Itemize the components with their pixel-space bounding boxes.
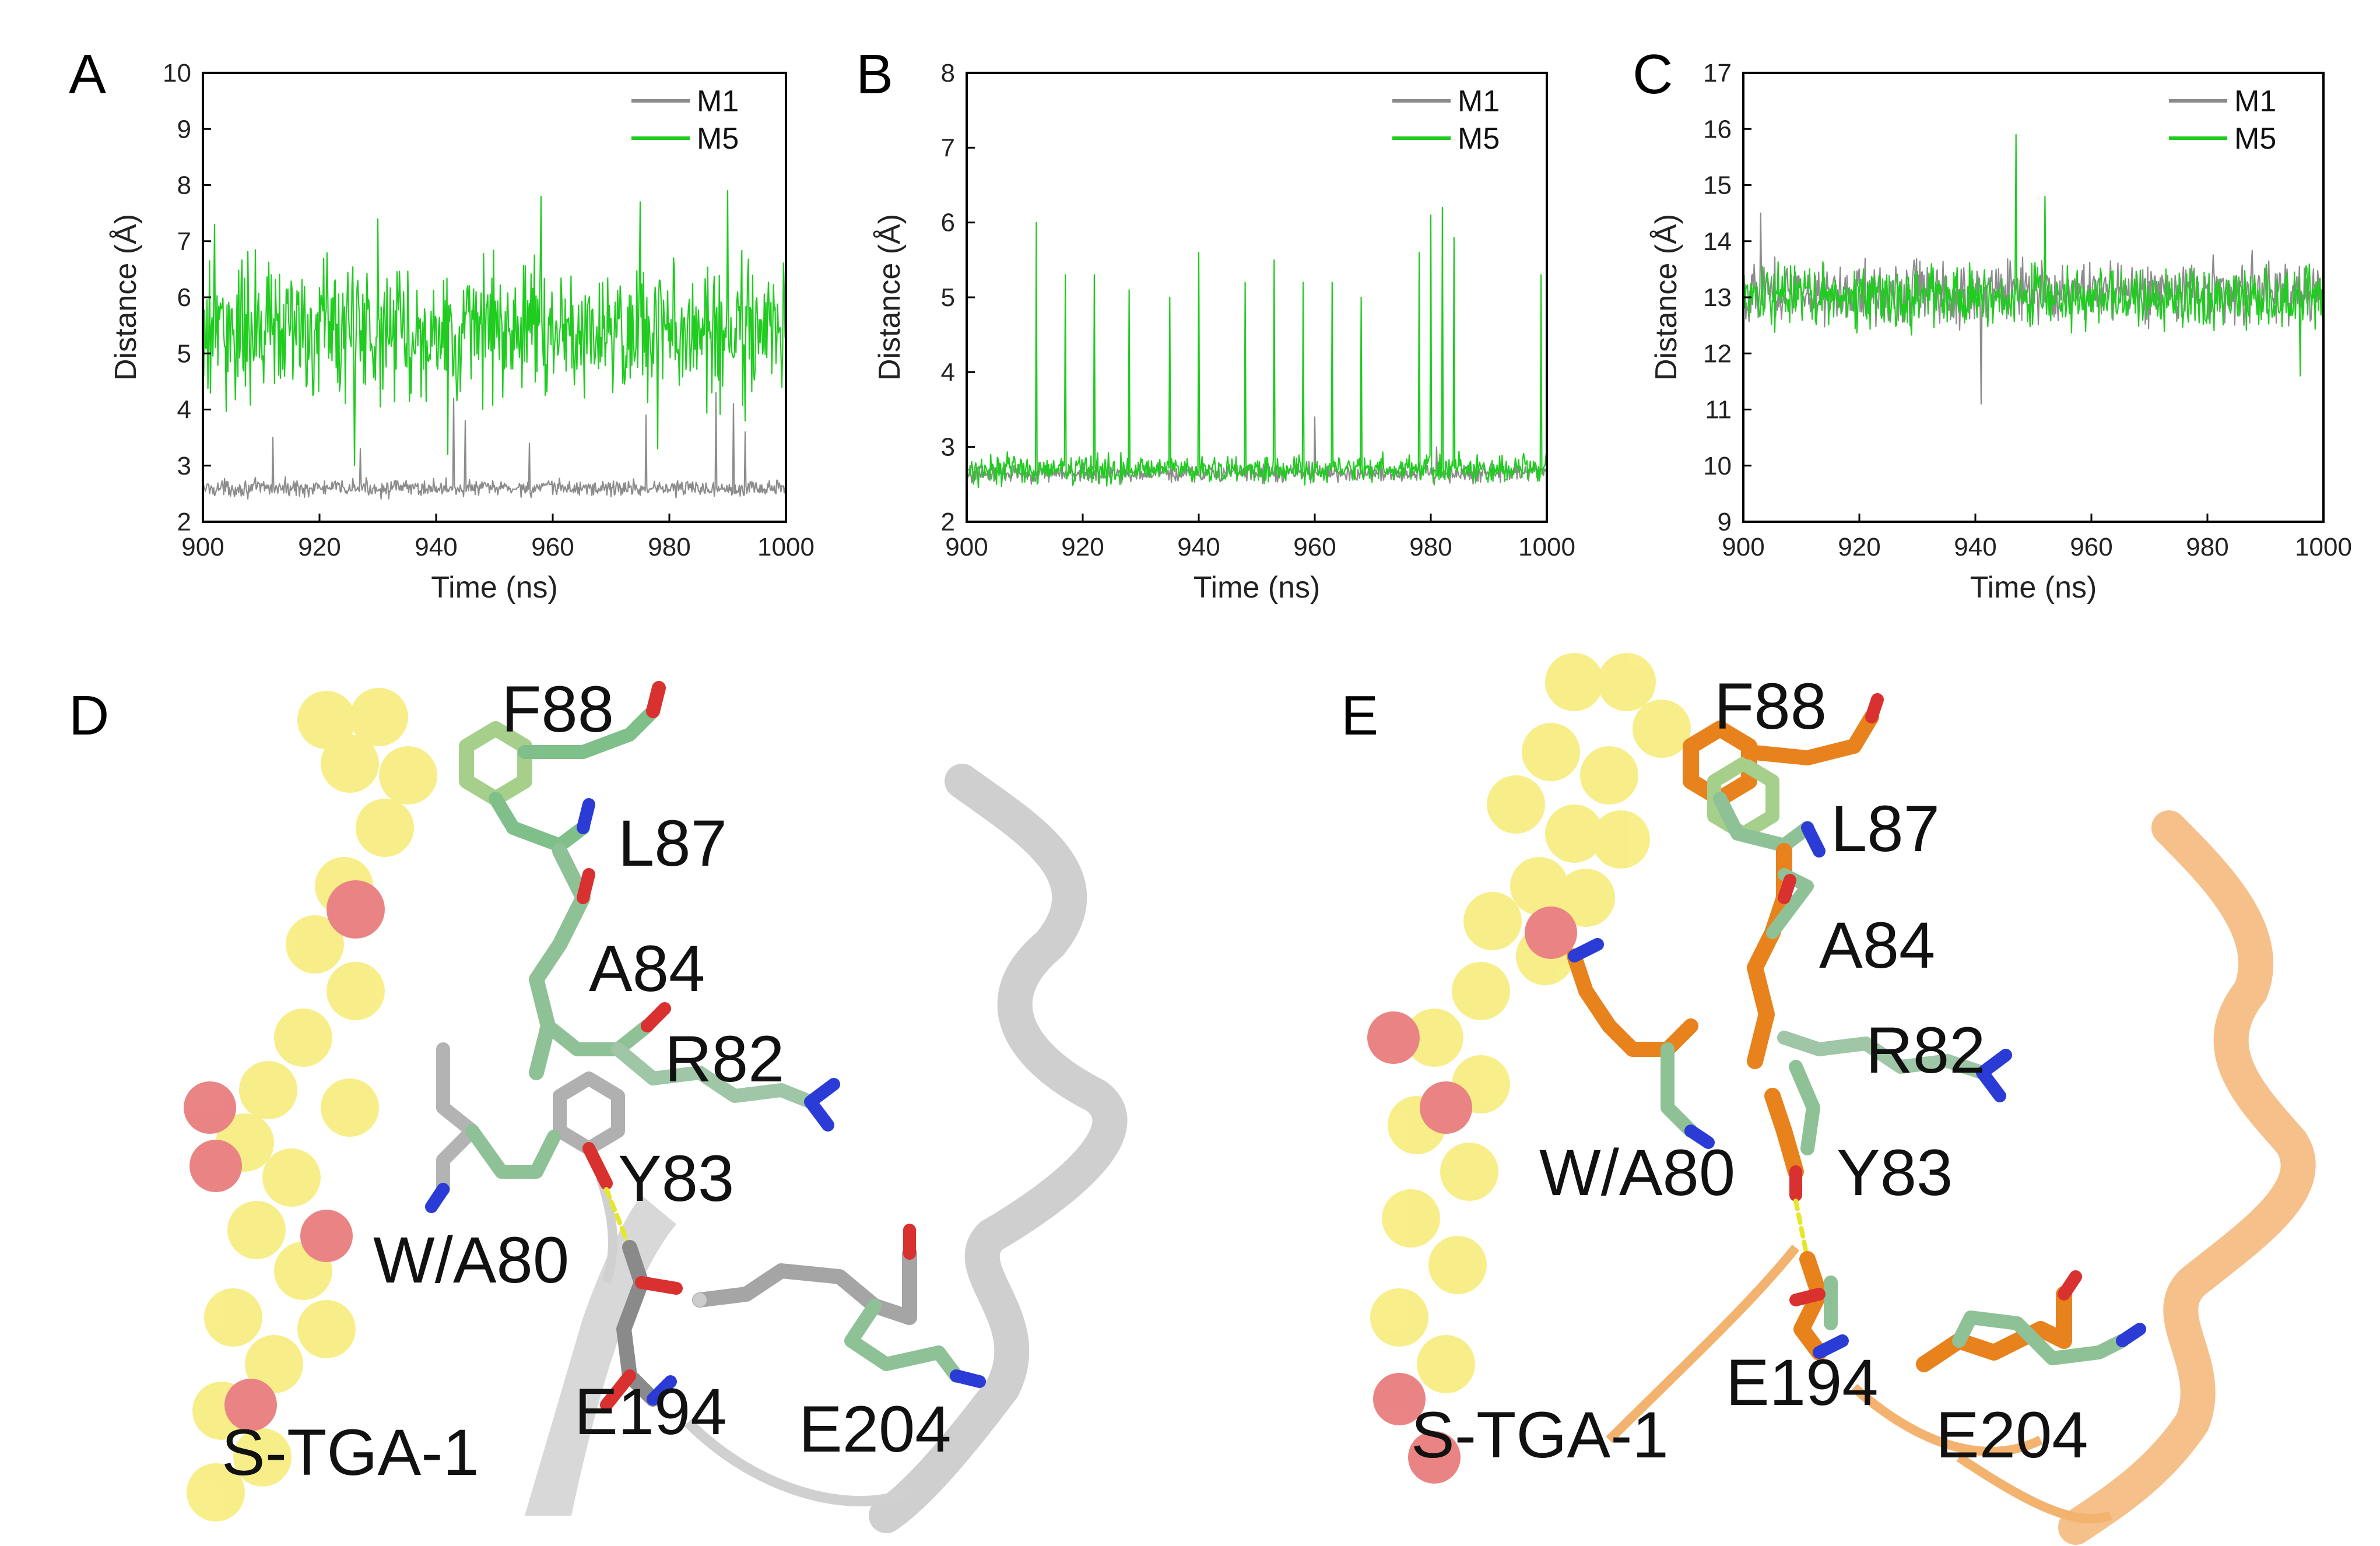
x-tick-label: 940 [1177, 533, 1220, 561]
label-y83-d: Y83 [618, 1142, 734, 1215]
legend-label-m5: M5 [2234, 122, 2276, 156]
x-tick-label: 980 [1409, 533, 1452, 561]
y-axis-title: Distance (Å) [1649, 214, 1683, 381]
series-line-m5 [1742, 133, 2325, 377]
y-tick-label: 16 [1703, 115, 1732, 143]
x-tick-label: 940 [1954, 533, 1996, 561]
y-tick-label: 3 [941, 433, 955, 462]
label-e204-d: E204 [799, 1393, 952, 1466]
label-l87-d: L87 [618, 807, 727, 880]
label-f88-e: F88 [1714, 670, 1827, 743]
y-axis-title: Distance (Å) [109, 214, 143, 381]
y-axis-title: Distance (Å) [873, 214, 907, 381]
label-a84-e: A84 [1819, 909, 1935, 982]
y-tick-label: 12 [1703, 339, 1732, 368]
label-f88-d: F88 [501, 673, 614, 746]
y-tick-label: 5 [941, 283, 955, 312]
legend-label-m5: M5 [697, 122, 739, 156]
label-l87-e: L87 [1831, 792, 1940, 865]
y-tick-label: 5 [177, 339, 191, 368]
label-y83-e: Y83 [1837, 1136, 1953, 1209]
panel-a: A 900 920 940 960 980 1000 2 3 4 5 6 7 8 9 10 Time (ns)… [69, 43, 815, 605]
panel-letter-b: B [856, 43, 893, 106]
x-tick-label: 900 [945, 533, 988, 561]
label-e194-e: E194 [1726, 1346, 1879, 1419]
y-tick-label: 4 [177, 396, 191, 424]
label-r82-d: R82 [665, 1023, 784, 1095]
structure-panel-e: E [1341, 653, 2316, 1545]
panel-b: B 900 920 940 960 980 1000 2 3 4 5 6 7 8 Time (ns) Dis… [856, 43, 1575, 605]
y-tick-label: 3 [177, 452, 191, 480]
label-wa80-d: W/A80 [373, 1224, 569, 1296]
series-line-m1 [966, 416, 1548, 486]
x-tick-label: 920 [1061, 533, 1104, 561]
x-tick-label: 960 [2070, 533, 2112, 561]
label-a84-d: A84 [589, 932, 705, 1005]
y-tick-label: 8 [941, 59, 955, 87]
y-tick-label: 11 [1705, 396, 1732, 424]
x-tick-label: 1000 [757, 533, 815, 561]
panel-letter-e: E [1341, 684, 1378, 747]
x-tick-label: 900 [1722, 533, 1764, 561]
label-e204-e: E204 [1936, 1399, 2088, 1471]
x-tick-label: 980 [648, 533, 690, 561]
series-line-m1 [202, 392, 787, 500]
y-tick-label: 17 [1703, 59, 1732, 87]
chain-label-d: S-TGA-1 [222, 1416, 479, 1489]
legend-label-m1: M1 [1458, 85, 1500, 118]
y-tick-label: 14 [1703, 227, 1732, 256]
residue-sticks-d [425, 681, 986, 1411]
label-e194-d: E194 [574, 1375, 727, 1448]
x-tick-label: 940 [415, 533, 457, 561]
panel-letter-d: D [69, 684, 109, 747]
protein-ribbon-e [1606, 810, 2316, 1545]
y-tick-label: 2 [941, 508, 955, 536]
y-tick-label: 6 [941, 209, 955, 237]
x-tick-label: 960 [1293, 533, 1336, 561]
y-tick-label: 4 [941, 358, 955, 386]
x-tick-label: 920 [1838, 533, 1880, 561]
panel-letter-a: A [69, 43, 106, 106]
y-tick-label: 10 [163, 59, 191, 87]
structure-panel-d: D [69, 673, 1128, 1533]
y-tick-label: 9 [1718, 508, 1732, 536]
x-tick-label: 900 [181, 533, 224, 561]
y-tick-label: 8 [177, 171, 191, 200]
y-tick-label: 2 [177, 508, 191, 536]
y-tick-label: 10 [1703, 452, 1732, 480]
series-line-m5 [202, 190, 787, 466]
x-tick-label: 1000 [1518, 533, 1575, 561]
x-axis-title: Time (ns) [431, 571, 558, 605]
panel-letter-c: C [1633, 43, 1673, 106]
x-tick-label: 1000 [2295, 533, 2352, 561]
label-r82-e: R82 [1866, 1014, 1985, 1087]
x-axis-title: Time (ns) [1970, 571, 2097, 605]
x-axis-title: Time (ns) [1193, 571, 1321, 605]
residue-sticks-e [1567, 693, 2146, 1372]
label-wa80-e: W/A80 [1539, 1136, 1735, 1209]
y-tick-label: 15 [1703, 171, 1732, 200]
y-tick-label: 6 [177, 283, 191, 312]
series-line-m5 [966, 206, 1548, 489]
membrane-spheres-e [1367, 653, 1691, 1484]
x-tick-label: 920 [298, 533, 340, 561]
x-tick-label: 980 [2186, 533, 2228, 561]
membrane-spheres-d [184, 688, 437, 1522]
y-tick-label: 9 [177, 115, 191, 143]
y-tick-label: 7 [177, 227, 191, 256]
panel-c: C 900 920 940 960 980 1000 9 10 11 12 13 14 15 16 17 Ti… [1633, 43, 2352, 605]
legend-label-m1: M1 [2234, 85, 2276, 118]
x-tick-label: 960 [531, 533, 574, 561]
legend-label-m5: M5 [1458, 122, 1500, 156]
legend-label-m1: M1 [697, 85, 739, 118]
chain-label-e: S-TGA-1 [1411, 1399, 1669, 1471]
y-tick-label: 7 [941, 133, 955, 162]
y-tick-label: 13 [1703, 283, 1732, 312]
